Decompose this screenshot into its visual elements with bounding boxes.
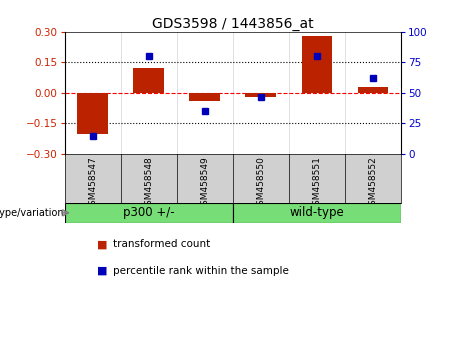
Bar	[77, 93, 108, 133]
Text: GSM458550: GSM458550	[256, 156, 266, 211]
Text: ■: ■	[97, 239, 107, 249]
Text: GSM458548: GSM458548	[144, 156, 153, 211]
Bar	[133, 68, 164, 93]
Text: ■: ■	[97, 266, 107, 276]
Text: p300 +/-: p300 +/-	[123, 206, 174, 219]
Bar	[245, 93, 276, 97]
Bar	[189, 93, 220, 101]
Text: percentile rank within the sample: percentile rank within the sample	[113, 266, 289, 276]
Text: GSM458549: GSM458549	[200, 156, 209, 211]
Text: transformed count: transformed count	[113, 239, 210, 249]
Text: GSM458551: GSM458551	[313, 156, 321, 211]
Bar	[301, 36, 332, 93]
Bar	[65, 203, 233, 223]
Text: genotype/variation: genotype/variation	[0, 208, 65, 218]
Text: wild-type: wild-type	[290, 206, 344, 219]
Text: GSM458552: GSM458552	[368, 156, 378, 211]
Text: GSM458547: GSM458547	[88, 156, 97, 211]
Title: GDS3598 / 1443856_at: GDS3598 / 1443856_at	[152, 17, 313, 31]
Bar	[358, 87, 389, 93]
Bar	[233, 203, 401, 223]
